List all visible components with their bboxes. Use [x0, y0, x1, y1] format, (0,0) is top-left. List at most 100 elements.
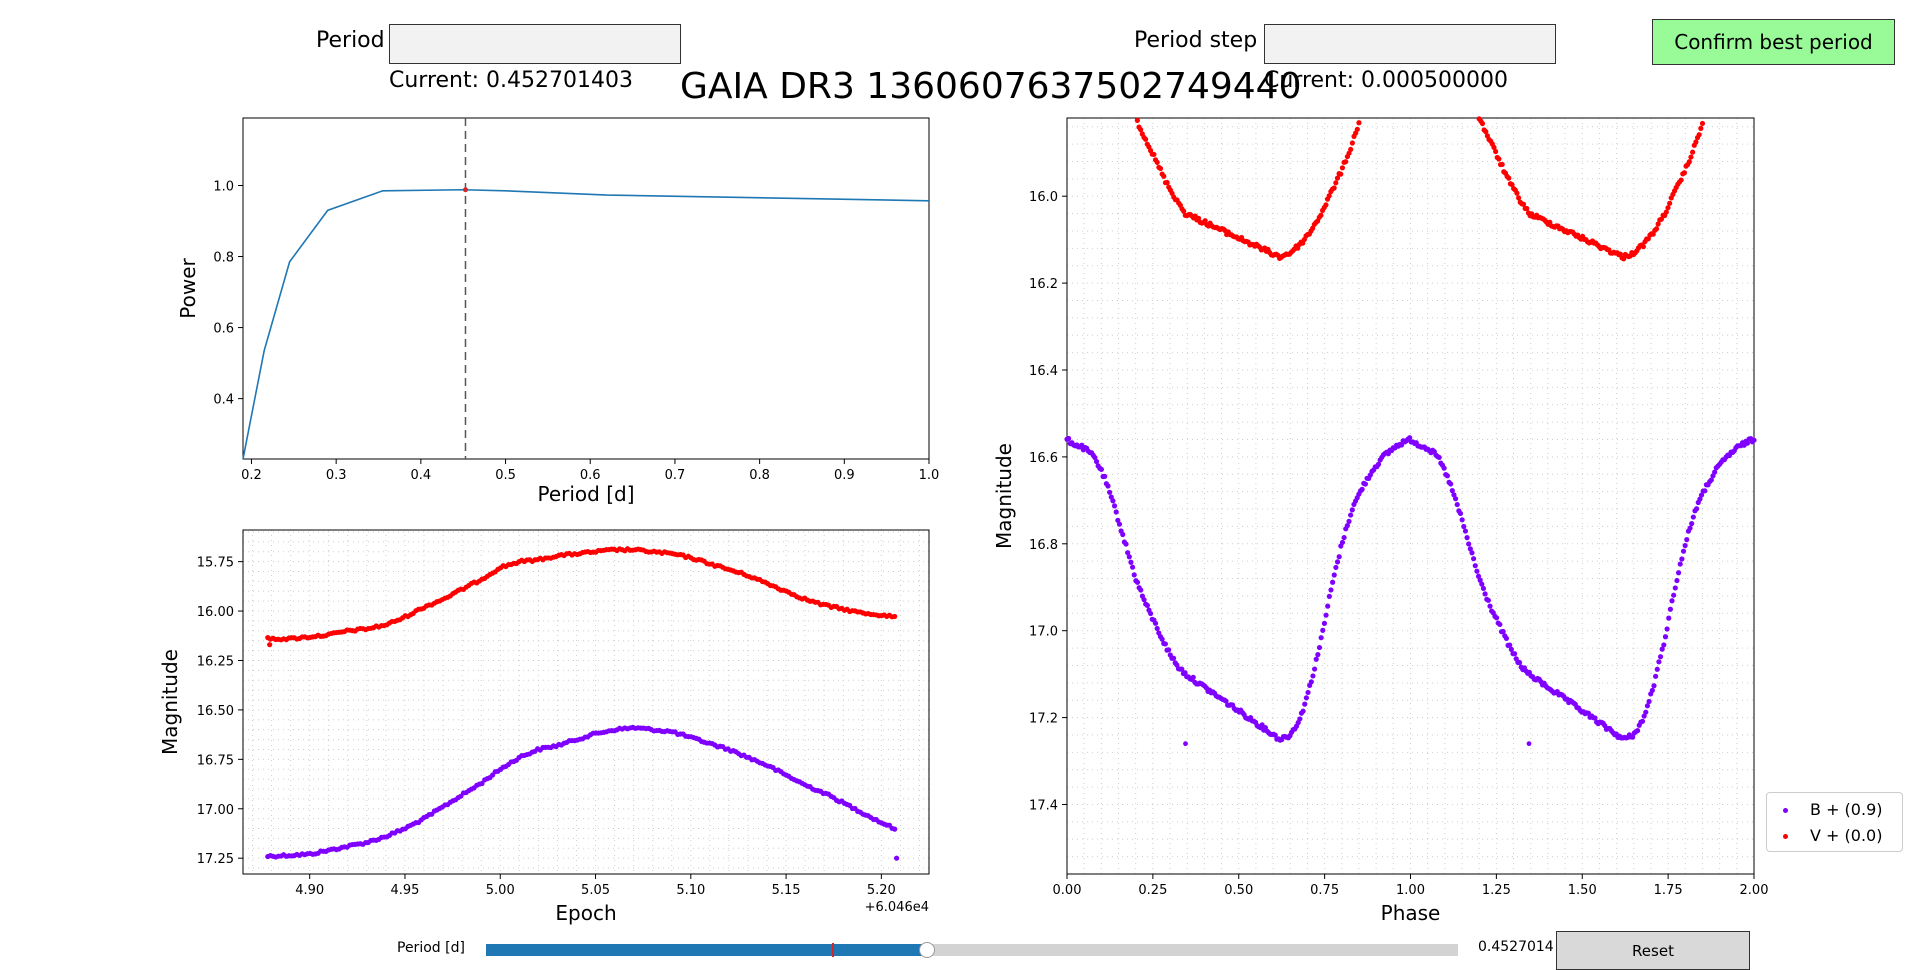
data-point: [1148, 610, 1154, 617]
data-point: [1516, 659, 1523, 666]
data-point: [1333, 564, 1339, 571]
reset-button[interactable]: Reset: [1556, 931, 1750, 970]
data-point: [1512, 651, 1518, 657]
data-point: [1321, 620, 1328, 626]
data-point: [892, 826, 898, 832]
data-point: [1093, 458, 1100, 465]
data-point: [1514, 190, 1520, 196]
x-offset-text: +6.046e4: [865, 900, 929, 915]
data-point: [1113, 509, 1119, 515]
data-point: [1107, 489, 1113, 495]
y-axis-label: Power: [176, 257, 200, 318]
x-tick-label: 0.5: [495, 468, 516, 483]
data-point: [1326, 593, 1332, 599]
period-step-input[interactable]: [1264, 24, 1556, 64]
data-point: [1330, 579, 1336, 585]
data-point: [1349, 140, 1355, 146]
data-point: [1334, 175, 1341, 181]
data-point: [1485, 597, 1491, 603]
period-input[interactable]: [389, 24, 681, 64]
data-point: [1698, 125, 1704, 131]
data-point: [1690, 514, 1696, 520]
data-point: [1469, 550, 1475, 556]
x-tick-label: 1.25: [1482, 883, 1511, 898]
data-point: [1338, 171, 1344, 177]
data-point: [1334, 559, 1341, 565]
data-point: [1323, 202, 1329, 208]
data-point: [1520, 201, 1527, 207]
data-point: [1341, 534, 1347, 541]
slider-value: 0.4527014: [1478, 939, 1554, 955]
data-point: [1134, 579, 1141, 585]
data-point: [1461, 523, 1467, 530]
data-point: [1138, 127, 1144, 133]
data-point: [1129, 564, 1136, 570]
data-point: [1667, 200, 1673, 206]
data-point: [1640, 244, 1646, 250]
y-tick-label: 0.4: [213, 393, 234, 408]
x-axis-label: Epoch: [555, 901, 616, 925]
period-slider[interactable]: [486, 942, 1458, 958]
data-point: [1152, 620, 1159, 626]
y-tick-label: 17.25: [197, 852, 234, 867]
data-point: [1323, 612, 1329, 618]
x-tick-label: 5.20: [867, 883, 896, 898]
x-tick-label: 4.95: [390, 883, 419, 898]
periodogram-line: [242, 188, 930, 460]
slider-fill: [486, 944, 928, 956]
data-point: [1464, 535, 1470, 541]
data-point: [1202, 218, 1208, 224]
page-title: GAIA DR3 1360607637502749440: [680, 66, 1302, 107]
y-tick-label: 16.75: [197, 753, 234, 768]
data-point: [1131, 572, 1137, 578]
data-point: [1452, 496, 1459, 502]
data-point: [1457, 510, 1464, 517]
phase-plot-chart: 0.00 0.25 0.50 0.75 1.00 1.25 1.50 1.75 2.00 16.0…: [992, 116, 1768, 925]
data-point: [1092, 454, 1098, 461]
data-point: [1441, 465, 1447, 471]
data-point: [1509, 182, 1515, 188]
data-point: [1493, 148, 1499, 155]
data-point: [1272, 732, 1278, 738]
data-point: [1655, 221, 1661, 227]
x-tick-label: 4.90: [295, 883, 324, 898]
data-point: [892, 613, 898, 620]
y-tick-label: 16.8: [1029, 538, 1058, 553]
data-point: [1325, 603, 1331, 609]
data-point: [1644, 703, 1651, 709]
data-point: [1630, 734, 1636, 740]
data-point: [1190, 674, 1196, 680]
data-point: [1356, 120, 1362, 126]
x-tick-label: 0.3: [326, 468, 347, 483]
data-point: [1162, 641, 1168, 647]
confirm-best-period-button[interactable]: Confirm best period: [1652, 19, 1895, 65]
data-point: [1144, 602, 1150, 608]
y-tick-label: 17.00: [197, 803, 234, 818]
data-point: [1677, 561, 1683, 567]
data-point: [1318, 635, 1324, 641]
x-tick-label: 0.25: [1138, 883, 1167, 898]
data-point: [1159, 636, 1165, 642]
data-point: [1687, 525, 1693, 531]
data-point: [1656, 659, 1662, 665]
data-point: [1684, 537, 1690, 543]
data-point: [1164, 179, 1170, 186]
data-point: [1686, 159, 1692, 165]
data-point: [1348, 512, 1354, 518]
data-point: [1499, 161, 1505, 168]
slider-handle[interactable]: [919, 942, 936, 958]
data-point: [1689, 520, 1695, 527]
data-point: [1154, 625, 1160, 632]
data-point: [1223, 698, 1229, 704]
data-point: [1331, 572, 1337, 578]
data-point: [1669, 598, 1675, 604]
data-point: [1166, 647, 1172, 653]
legend-item-v: V + (0.0): [1783, 826, 1882, 845]
data-point: [1653, 226, 1660, 232]
data-point: [1650, 231, 1656, 237]
y-axis-label: Magnitude: [992, 443, 1016, 549]
data-point: [1302, 701, 1308, 707]
period-label: Period: [316, 28, 385, 53]
data-point: [1654, 666, 1660, 672]
